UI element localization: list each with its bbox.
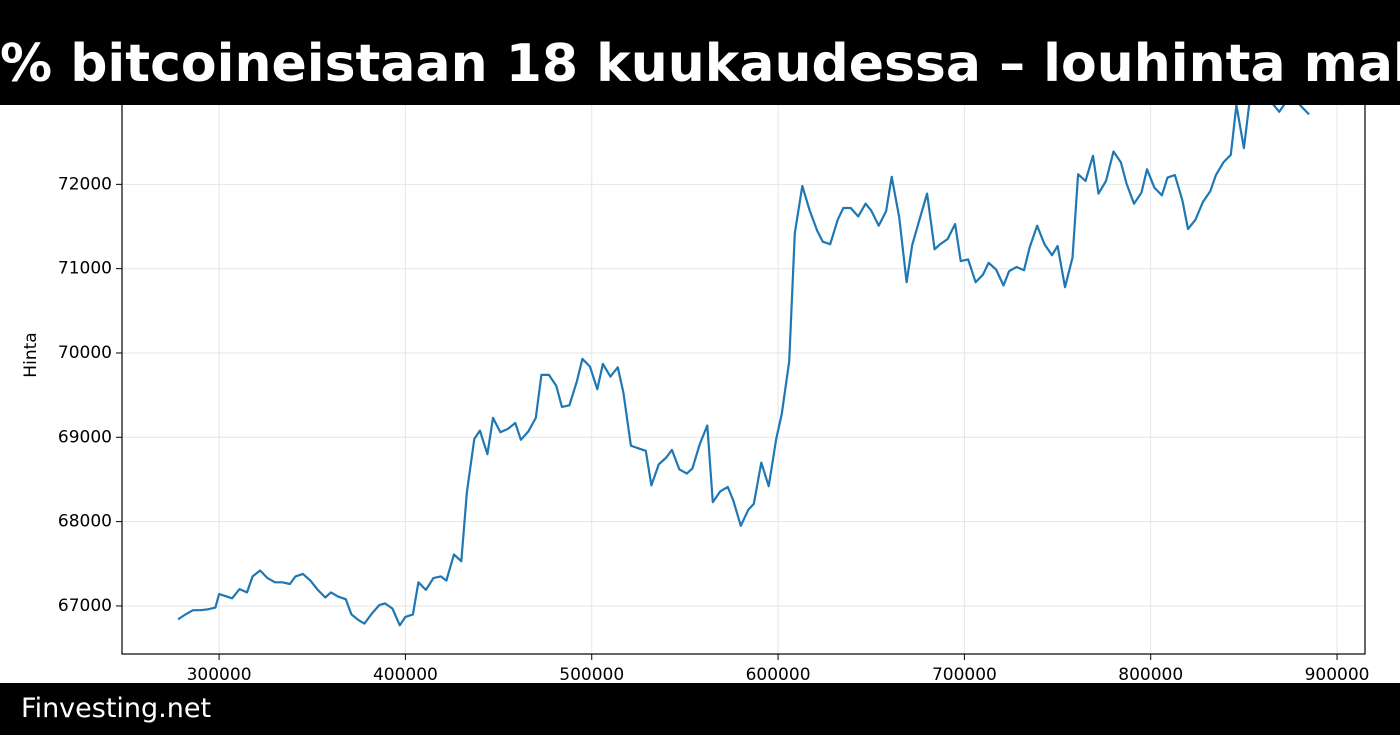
y-tick-label: 67000 [58, 596, 112, 616]
x-tick-label: 500000 [559, 665, 624, 685]
x-tick-label: 700000 [932, 665, 997, 685]
price-line [177, 65, 1310, 627]
footer: Finvesting.net [0, 683, 1400, 735]
chart-title: % bitcoineistaan 18 kuukaudessa – louhin… [0, 34, 1400, 94]
axes-frame [121, 40, 1366, 655]
plot [177, 65, 1310, 627]
y-tick-label: 69000 [58, 427, 112, 447]
x-tick-label: 800000 [1118, 665, 1183, 685]
x-tick-label: 600000 [746, 665, 811, 685]
y-tick-label: 70000 [58, 343, 112, 363]
brand: Finvesting.net [21, 693, 212, 724]
y-tick-label: 71000 [58, 259, 112, 279]
y-axis-label: Hinta [21, 332, 41, 377]
y-tick-label: 72000 [58, 174, 112, 194]
x-tick-label: 900000 [1305, 665, 1370, 685]
x-tick-label: 400000 [373, 665, 438, 685]
title-banner: % bitcoineistaan 18 kuukaudessa – louhin… [0, 0, 1400, 105]
x-tick-label: 300000 [187, 665, 252, 685]
y-tick-label: 68000 [58, 512, 112, 532]
